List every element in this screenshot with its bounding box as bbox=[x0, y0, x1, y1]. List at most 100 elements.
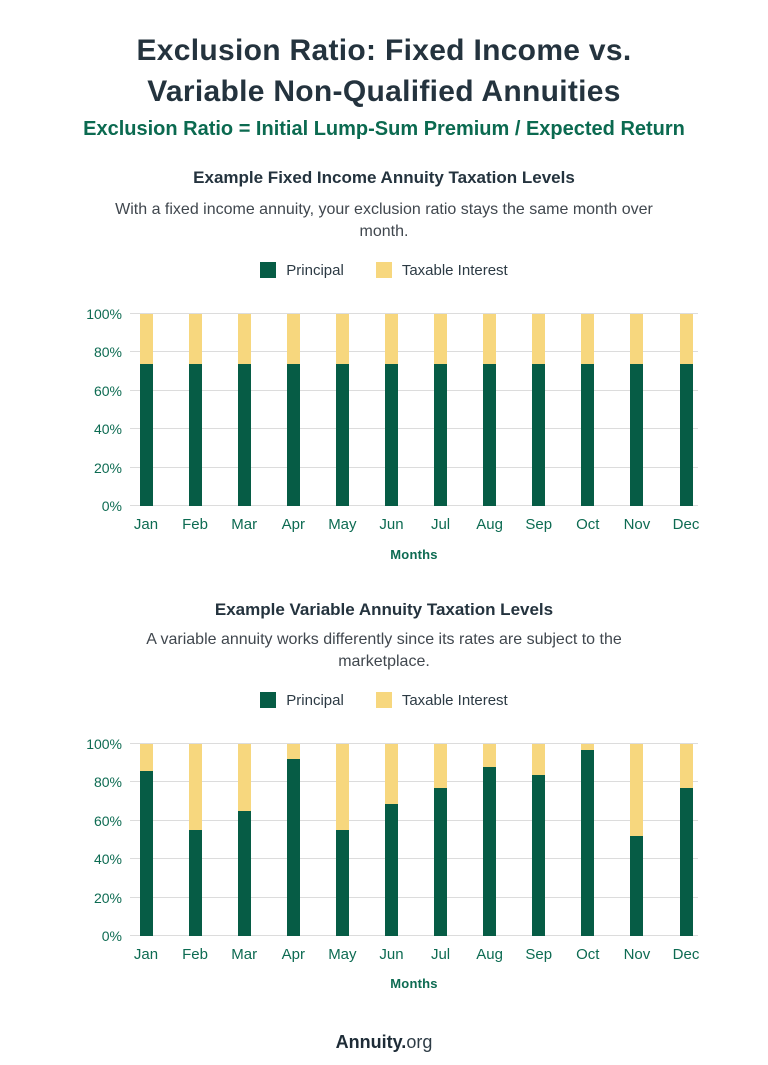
x-axis-label-jan: Jan bbox=[133, 946, 159, 963]
gridline bbox=[130, 819, 698, 821]
x-axis: Jan Feb Mar Apr May Jun Jul Aug Sep Oct Nov Dec bbox=[130, 516, 700, 534]
gridline bbox=[130, 428, 698, 430]
chart-legend: Principal Taxable Interest bbox=[0, 260, 768, 280]
taxable-interest-segment bbox=[286, 744, 300, 760]
taxable-interest-segment bbox=[434, 314, 448, 364]
principal-segment bbox=[286, 363, 300, 506]
bar-sep bbox=[532, 314, 546, 506]
legend-item-principal: Principal bbox=[260, 262, 344, 279]
taxable-interest-swatch-icon bbox=[375, 262, 392, 278]
footer-logo: Annuity.org bbox=[0, 1032, 768, 1053]
x-axis-label-feb: Feb bbox=[182, 516, 209, 533]
chart-title: Example Fixed Income Annuity Taxation Le… bbox=[193, 168, 575, 187]
brand-name: Annuity. bbox=[335, 1032, 407, 1052]
principal-segment bbox=[581, 363, 595, 506]
x-axis-label-jan: Jan bbox=[133, 516, 159, 533]
y-axis-tick-label: 40% bbox=[93, 851, 122, 868]
bar-apr bbox=[286, 744, 300, 936]
taxable-interest-segment bbox=[384, 314, 398, 364]
gridline bbox=[130, 781, 698, 783]
bar-mar bbox=[237, 314, 251, 506]
x-axis-label-jul: Jul bbox=[430, 516, 451, 533]
y-axis-tick-label: 100% bbox=[86, 736, 122, 752]
taxable-interest-segment bbox=[581, 744, 595, 750]
bar-mar bbox=[237, 744, 251, 936]
y-axis-tick-label: 100% bbox=[86, 306, 122, 322]
legend-item-taxable: Taxable Interest bbox=[375, 692, 508, 709]
x-axis-label-oct: Oct bbox=[576, 516, 600, 533]
taxable-interest-swatch-icon bbox=[375, 692, 392, 708]
x-axis-label-aug: Aug bbox=[476, 516, 503, 533]
bar-jul bbox=[434, 744, 448, 936]
chart-title: Example Variable Annuity Taxation Levels bbox=[214, 600, 554, 619]
bar-apr bbox=[286, 314, 300, 506]
bar-may bbox=[335, 744, 349, 936]
principal-segment bbox=[384, 803, 398, 936]
taxable-interest-segment bbox=[532, 744, 546, 775]
taxable-interest-segment bbox=[188, 744, 202, 831]
brand-tld: org bbox=[406, 1032, 433, 1052]
bar-may bbox=[335, 314, 349, 506]
bar-nov bbox=[630, 314, 644, 506]
bar-nov bbox=[630, 744, 644, 936]
bar-oct bbox=[581, 314, 595, 506]
plot-area bbox=[130, 313, 698, 506]
taxable-interest-segment bbox=[384, 744, 398, 804]
gridline bbox=[130, 466, 698, 468]
principal-segment bbox=[237, 811, 251, 936]
principal-segment bbox=[188, 830, 202, 936]
principal-segment bbox=[630, 836, 644, 936]
principal-segment bbox=[532, 774, 546, 936]
bar-feb bbox=[188, 744, 202, 936]
principal-segment bbox=[335, 830, 349, 936]
page-title-line2: Variable Non-Qualified Annuities bbox=[147, 75, 621, 108]
taxable-interest-segment bbox=[335, 744, 349, 831]
x-axis-label-feb: Feb bbox=[182, 946, 209, 963]
bar-jun bbox=[384, 314, 398, 506]
gridline bbox=[130, 935, 698, 936]
x-axis-label-nov: Nov bbox=[623, 946, 651, 963]
y-axis-tick-label: 20% bbox=[93, 459, 122, 476]
legend-item-principal: Principal bbox=[260, 692, 344, 709]
gridline bbox=[130, 505, 698, 506]
bar-sep bbox=[532, 744, 546, 936]
principal-segment bbox=[483, 767, 497, 936]
x-axis-label-mar: Mar bbox=[231, 946, 258, 963]
principal-segment bbox=[237, 363, 251, 506]
gridline bbox=[130, 896, 698, 898]
x-axis-label-mar: Mar bbox=[231, 516, 258, 533]
x-axis-label-apr: Apr bbox=[281, 946, 305, 963]
principal-segment bbox=[335, 363, 349, 506]
x-axis-label-nov: Nov bbox=[623, 516, 651, 533]
taxable-interest-segment bbox=[581, 314, 595, 364]
principal-segment bbox=[434, 788, 448, 936]
y-axis-tick-label: 80% bbox=[93, 774, 122, 791]
taxable-interest-segment bbox=[679, 744, 693, 789]
gridline bbox=[130, 743, 698, 744]
x-axis-label-may: May bbox=[328, 516, 357, 533]
gridline bbox=[130, 858, 698, 860]
y-axis-tick-label: 0% bbox=[101, 498, 122, 514]
bar-aug bbox=[483, 314, 497, 506]
x-axis-label-may: May bbox=[328, 946, 357, 963]
x-axis-label-sep: Sep bbox=[525, 946, 553, 963]
principal-legend-label: Principal bbox=[286, 261, 344, 279]
gridline bbox=[130, 389, 698, 391]
principal-segment bbox=[483, 363, 497, 506]
y-axis-tick-label: 40% bbox=[93, 421, 122, 438]
page-title-line1: Exclusion Ratio: Fixed Income vs. bbox=[136, 34, 632, 67]
principal-segment bbox=[679, 788, 693, 936]
y-axis: 0% 20% 40% 60% 80% 100% bbox=[0, 307, 122, 513]
chart-description: With a fixed income annuity, your exclus… bbox=[115, 201, 653, 240]
taxable-interest-segment bbox=[139, 314, 153, 364]
taxable-interest-segment bbox=[237, 744, 251, 812]
x-axis-label-jun: Jun bbox=[379, 516, 404, 533]
principal-segment bbox=[139, 363, 153, 506]
taxable-interest-segment bbox=[188, 314, 202, 364]
legend-item-taxable: Taxable Interest bbox=[375, 262, 508, 279]
principal-swatch-icon bbox=[260, 262, 277, 278]
bar-aug bbox=[483, 744, 497, 936]
x-axis-label-dec: Dec bbox=[672, 946, 700, 963]
principal-segment bbox=[286, 759, 300, 936]
x-axis-label-dec: Dec bbox=[672, 516, 700, 533]
